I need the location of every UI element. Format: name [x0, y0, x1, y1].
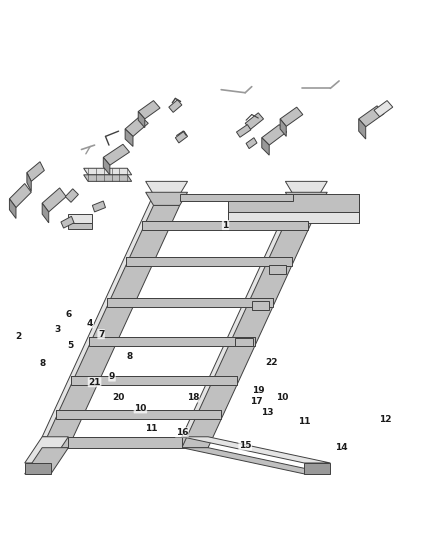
Polygon shape	[142, 221, 308, 230]
Text: 2: 2	[15, 332, 21, 341]
Text: 13: 13	[261, 408, 273, 417]
Polygon shape	[235, 338, 253, 346]
Text: 6: 6	[65, 310, 71, 319]
Polygon shape	[25, 437, 68, 463]
Text: 17: 17	[250, 397, 262, 406]
Polygon shape	[280, 119, 286, 136]
Polygon shape	[42, 205, 180, 448]
Polygon shape	[71, 376, 237, 381]
Polygon shape	[27, 173, 31, 191]
Polygon shape	[25, 463, 51, 474]
Polygon shape	[103, 144, 130, 165]
Text: 1: 1	[223, 221, 229, 230]
Polygon shape	[146, 192, 187, 205]
Text: 16: 16	[176, 428, 188, 437]
Text: 7: 7	[98, 330, 104, 338]
Polygon shape	[65, 189, 78, 203]
Polygon shape	[10, 199, 16, 219]
Polygon shape	[228, 212, 359, 223]
Polygon shape	[237, 125, 251, 138]
Polygon shape	[169, 100, 182, 112]
Polygon shape	[42, 188, 66, 212]
Polygon shape	[175, 131, 187, 143]
Polygon shape	[182, 437, 330, 463]
Polygon shape	[228, 195, 359, 212]
Polygon shape	[359, 106, 384, 127]
Polygon shape	[25, 448, 68, 474]
Polygon shape	[268, 265, 286, 274]
Polygon shape	[138, 101, 160, 119]
Polygon shape	[126, 257, 292, 262]
Polygon shape	[42, 195, 180, 437]
Polygon shape	[245, 113, 264, 130]
Polygon shape	[10, 183, 31, 207]
Polygon shape	[89, 337, 255, 346]
Text: 11: 11	[298, 417, 311, 426]
Polygon shape	[262, 125, 287, 145]
Polygon shape	[304, 463, 330, 474]
Polygon shape	[56, 410, 222, 418]
Polygon shape	[180, 195, 293, 201]
Text: 12: 12	[379, 415, 391, 424]
Text: 8: 8	[127, 351, 133, 360]
Polygon shape	[126, 257, 292, 266]
Text: 5: 5	[67, 341, 74, 350]
Polygon shape	[138, 111, 145, 128]
Polygon shape	[182, 195, 319, 437]
Polygon shape	[89, 337, 255, 342]
Text: 11: 11	[145, 424, 158, 433]
Polygon shape	[68, 437, 182, 448]
Polygon shape	[182, 205, 319, 448]
Text: 10: 10	[276, 393, 289, 402]
Polygon shape	[56, 410, 222, 415]
Polygon shape	[125, 116, 148, 136]
Polygon shape	[252, 301, 269, 310]
Polygon shape	[84, 168, 132, 175]
Text: 3: 3	[54, 325, 60, 334]
Text: 20: 20	[113, 393, 125, 402]
Text: 18: 18	[187, 393, 199, 402]
Polygon shape	[286, 192, 327, 205]
Text: 22: 22	[265, 358, 278, 367]
Polygon shape	[182, 448, 330, 474]
Polygon shape	[262, 138, 269, 155]
Text: 21: 21	[88, 378, 101, 387]
Polygon shape	[42, 203, 49, 223]
Polygon shape	[27, 161, 44, 181]
Polygon shape	[68, 223, 92, 229]
Polygon shape	[42, 437, 68, 448]
Polygon shape	[92, 201, 106, 212]
Polygon shape	[103, 157, 110, 175]
Text: 15: 15	[239, 441, 251, 450]
Polygon shape	[61, 216, 74, 228]
Text: 4: 4	[87, 319, 93, 328]
Text: 19: 19	[252, 386, 265, 395]
Polygon shape	[107, 298, 273, 307]
Polygon shape	[71, 376, 237, 385]
Polygon shape	[84, 175, 132, 181]
Polygon shape	[286, 181, 327, 195]
Polygon shape	[359, 119, 366, 139]
Text: 8: 8	[39, 359, 45, 368]
Polygon shape	[146, 181, 187, 195]
Polygon shape	[107, 298, 273, 304]
Polygon shape	[280, 107, 303, 126]
Text: 9: 9	[109, 372, 115, 381]
Polygon shape	[182, 437, 208, 448]
Polygon shape	[374, 101, 393, 117]
Polygon shape	[246, 138, 257, 149]
Polygon shape	[125, 129, 133, 147]
Text: 10: 10	[134, 404, 147, 413]
Polygon shape	[142, 221, 308, 226]
Polygon shape	[68, 214, 92, 223]
Polygon shape	[68, 437, 182, 443]
Text: 14: 14	[335, 443, 348, 452]
